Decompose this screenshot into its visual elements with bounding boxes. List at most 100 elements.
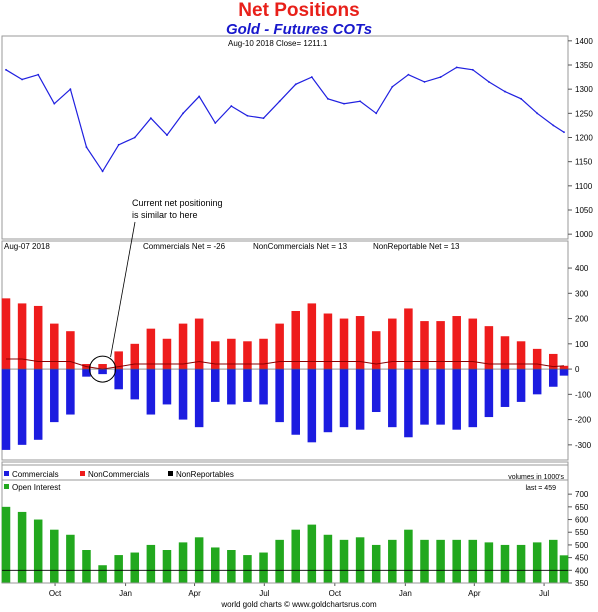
x-axis-label: Jan xyxy=(119,589,132,598)
noncommercials-bar xyxy=(371,331,381,370)
chart-subtitle: Gold - Futures COTs xyxy=(225,21,373,38)
open-interest-bar xyxy=(420,539,429,583)
x-axis-label: Oct xyxy=(49,589,62,598)
noncommercials-bar xyxy=(500,336,510,370)
noncommercials-bar xyxy=(50,323,59,370)
price-point xyxy=(149,117,152,120)
commercials-bar xyxy=(33,369,43,440)
commercials-bar xyxy=(178,369,188,420)
open-interest-bar xyxy=(130,552,140,583)
commercials-bar xyxy=(50,369,59,423)
commercials-bar xyxy=(452,369,461,430)
commercials-bar xyxy=(355,369,365,430)
noncommercials-bar xyxy=(17,303,27,370)
cot-axis-tick-label: -300 xyxy=(575,441,592,450)
open-interest-bar xyxy=(323,534,333,583)
price-point xyxy=(21,78,23,81)
price-point xyxy=(133,136,136,139)
price-point xyxy=(439,76,442,78)
oi-axis-tick-label: 550 xyxy=(575,528,589,537)
commercials-bar xyxy=(114,369,123,390)
open-interest-bar xyxy=(291,529,300,583)
cot-date-label: Aug-07 2018 xyxy=(4,242,50,251)
price-axis-tick-label: 1200 xyxy=(575,134,593,143)
commercials-bar xyxy=(404,369,413,438)
open-interest-bar xyxy=(82,550,91,583)
legend-label-nonreportables: NonReportables xyxy=(176,470,234,479)
open-interest-bar xyxy=(355,537,365,583)
open-interest-bar xyxy=(146,544,156,583)
price-axis-tick-label: 1300 xyxy=(575,85,593,94)
open-interest-bar xyxy=(17,511,27,583)
noncommercials-bar xyxy=(210,341,220,370)
price-point xyxy=(520,97,522,100)
price-point xyxy=(69,88,72,91)
noncommercials-bar xyxy=(66,331,75,370)
open-interest-bar xyxy=(307,524,317,583)
commercials-bar xyxy=(500,369,510,407)
open-interest-bar xyxy=(1,506,11,583)
commercials-bar xyxy=(436,369,445,425)
price-point xyxy=(536,112,539,115)
commercials-bar xyxy=(307,369,317,443)
nonreportables-net-label: NonReportable Net = 13 xyxy=(373,242,460,251)
annotation-text-line-1: Current net positioning xyxy=(132,198,223,208)
price-point xyxy=(343,102,345,105)
commercials-bar xyxy=(162,369,172,405)
noncommercials-bar xyxy=(355,316,365,370)
price-point xyxy=(327,97,329,100)
noncommercials-bar xyxy=(404,308,413,370)
price-point xyxy=(294,83,297,86)
price-axis-tick-label: 1100 xyxy=(575,182,593,191)
x-axis-label: Oct xyxy=(329,589,342,598)
oi-axis-tick-label: 500 xyxy=(575,541,589,550)
noncommercials-bar xyxy=(33,305,43,370)
legend-swatch-open-interest xyxy=(4,484,9,489)
noncommercials-bar xyxy=(227,338,236,370)
commercials-bar xyxy=(468,369,478,428)
open-interest-bar xyxy=(452,539,461,583)
commercials-bar xyxy=(549,369,558,387)
open-interest-bar xyxy=(194,537,204,583)
price-point xyxy=(230,105,233,107)
commercials-bar xyxy=(291,369,300,435)
noncommercials-bar xyxy=(162,338,172,370)
price-line xyxy=(5,66,565,173)
open-interest-bar xyxy=(532,542,542,583)
commercials-bar xyxy=(243,369,252,402)
commercials-bar xyxy=(130,369,140,400)
price-header: Aug-10 2018 Close= 1211.1 xyxy=(228,39,328,48)
commercials-bar xyxy=(323,369,333,433)
noncommercials-bar xyxy=(307,303,317,370)
open-interest-bar xyxy=(468,539,478,583)
volume-unit-note: volumes in 1000's xyxy=(508,474,564,481)
open-interest-bar xyxy=(339,539,349,583)
x-axis-label: Jul xyxy=(539,589,549,598)
legend-swatch-noncommercials xyxy=(80,471,85,476)
commercials-net-label: Commercials Net = -26 xyxy=(143,242,226,251)
commercials-bar xyxy=(17,369,27,445)
noncommercials-bar xyxy=(323,313,333,370)
noncommercials-bar xyxy=(452,316,461,370)
price-panel-frame xyxy=(1,35,569,240)
price-point xyxy=(563,131,565,134)
x-axis-label: Apr xyxy=(188,589,201,598)
cot-axis-tick-label: -100 xyxy=(575,390,592,399)
commercials-bar xyxy=(259,369,268,405)
price-point xyxy=(552,124,555,127)
cot-axis-tick-label: 100 xyxy=(575,340,589,349)
noncommercials-bar xyxy=(146,328,156,370)
footer-credit: world gold charts © www.goldchartsrus.co… xyxy=(220,600,377,609)
x-axis-label: Jul xyxy=(259,589,269,598)
legend-label-open-interest: Open Interest xyxy=(12,483,61,492)
commercials-bar xyxy=(227,369,236,405)
price-point xyxy=(246,114,249,117)
open-interest-bar xyxy=(516,544,526,583)
price-point xyxy=(117,143,120,146)
open-interest-bar xyxy=(436,539,445,583)
noncommercials-bar xyxy=(194,318,204,370)
price-point xyxy=(166,134,168,136)
legend-label-noncommercials: NonCommercials xyxy=(88,470,149,479)
noncommercials-bar xyxy=(559,365,569,370)
annotation-circle xyxy=(89,355,117,383)
